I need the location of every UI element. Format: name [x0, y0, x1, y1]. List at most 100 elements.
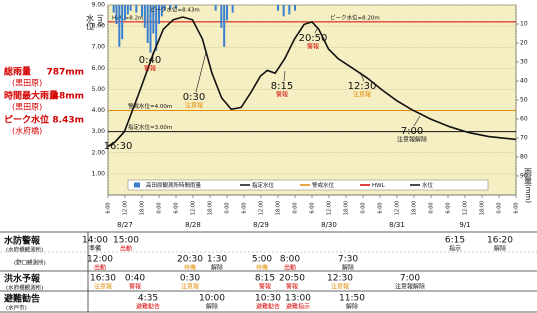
y2-tick-label: 40 — [520, 78, 528, 85]
entry-time: 7:30 — [338, 255, 358, 265]
y-axis-title: 水位 — [86, 13, 95, 30]
entry-status: 警報 — [129, 283, 141, 291]
entry-time: 6:15 — [445, 236, 465, 246]
entry-status: 解除 — [494, 245, 506, 253]
y-tick-label: 8.00 — [92, 23, 106, 30]
entry-status: 指示 — [449, 245, 461, 253]
summary-label: 総雨量 — [4, 66, 31, 78]
rain-bar — [158, 5, 160, 24]
rain-bar — [220, 5, 223, 28]
y-tick-label: 7.00 — [92, 44, 106, 51]
x-tick-label: 6:00 — [378, 202, 384, 213]
x-tick-label: 0:00 — [157, 202, 163, 213]
x-tick-label: 6:00 — [106, 202, 112, 213]
rain-bar — [169, 5, 172, 9]
entry-status: 注意報 — [331, 283, 349, 291]
rain-bar — [277, 5, 279, 11]
y-tick-label: 1.00 — [92, 170, 106, 177]
x-tick-label: 12:00 — [463, 201, 469, 215]
entry-time: 0:40 — [125, 274, 145, 284]
entry-status: 解除 — [206, 303, 218, 311]
plot-area — [107, 4, 517, 196]
summary-value: 48mm — [53, 92, 84, 102]
date-label: 9/1 — [459, 221, 470, 229]
date-label: 8/30 — [321, 221, 337, 229]
summary-place: (水府橋) — [12, 126, 42, 136]
rain-bar — [121, 5, 124, 40]
entry-time: 12:00 — [87, 255, 113, 265]
entry-status: 解除 — [211, 264, 223, 272]
rain-bar — [231, 5, 234, 13]
entry-time: 5:00 — [252, 255, 272, 265]
x-tick-label: 12:00 — [327, 201, 333, 215]
x-tick-label: 18:00 — [480, 201, 486, 215]
legend-label: 指定水位 — [252, 181, 275, 189]
entry-status: 準備 — [89, 245, 101, 253]
annotation-arrow — [151, 41, 159, 56]
rain-bar — [155, 5, 158, 51]
annotation-time: 12:30 — [348, 81, 377, 92]
annotation-arrow — [413, 115, 421, 127]
annotation-status: 警報 — [276, 91, 288, 99]
legend-label: 警戒水位 — [312, 181, 335, 189]
x-tick-label: 0:00 — [429, 202, 435, 213]
row-label: 避難勧告 — [4, 293, 40, 305]
rain-bar — [129, 5, 132, 11]
annotation-time: 20:50 — [299, 33, 328, 44]
entry-status: 注意報解除 — [395, 283, 425, 291]
entry-status: 避難勧告 — [136, 303, 160, 311]
x-tick-label: 6:00 — [174, 202, 180, 213]
row-sublabel: (水府橋観測所) — [6, 284, 43, 292]
rain-bar — [282, 5, 285, 17]
annotation-status: 注意報 — [185, 102, 203, 110]
entry-time: 10:30 — [255, 294, 281, 304]
y-tick-label: 9.00 — [92, 2, 106, 9]
rain-bar — [226, 5, 228, 21]
legend-label: HWL — [372, 183, 386, 189]
peak-label: ピーク水位=8.43m — [150, 6, 200, 14]
rain-bar — [115, 5, 118, 24]
summary-place: (黒田原) — [12, 79, 42, 88]
y2-tick-label: 60 — [520, 116, 528, 123]
water-level-line — [107, 16, 517, 148]
row-sublabel: (水戸市) — [6, 304, 27, 312]
reference-label: HWL=8.2m — [112, 15, 143, 21]
y2-axis-unit: (mm) — [524, 184, 532, 203]
x-tick-label: 0:00 — [497, 202, 503, 213]
entry-time: 20:50 — [279, 274, 305, 284]
entry-status: 警報 — [286, 283, 298, 291]
x-tick-label: 18:00 — [140, 201, 146, 215]
legend-label: 高田原観測所時間雨量 — [146, 181, 202, 189]
row-sublabel: (水府橋観測所) — [6, 246, 43, 254]
row-label: 洪水予報 — [4, 273, 41, 285]
y-tick-label: 6.00 — [92, 65, 106, 72]
legend-swatch — [134, 182, 140, 188]
rain-bar — [141, 5, 143, 17]
annotation-status: 警報 — [307, 43, 319, 51]
rain-bar — [118, 5, 121, 47]
y2-tick-label: 70 — [520, 135, 528, 142]
entry-status: 待機 — [256, 264, 268, 272]
entry-time: 16:20 — [487, 236, 513, 246]
annotation-status: 注意報解除 — [397, 136, 427, 144]
y-tick-label: 4.00 — [92, 107, 106, 114]
summary-value: 787mm — [46, 68, 84, 78]
entry-time: 7:00 — [400, 274, 420, 284]
entry-status: 注意報 — [94, 283, 112, 291]
y2-tick-label: 20 — [520, 40, 528, 47]
x-tick-label: 12:00 — [191, 201, 197, 215]
entry-time: 4:35 — [138, 294, 158, 304]
entry-status: 注意報 — [181, 283, 199, 291]
entry-time: 14:00 — [82, 236, 108, 246]
annotation-arrow — [283, 70, 286, 82]
x-tick-label: 12:00 — [259, 201, 265, 215]
reference-label: 指定水位=3.00m — [128, 123, 172, 131]
x-tick-label: 0:00 — [361, 202, 367, 213]
entry-time: 12:30 — [327, 274, 353, 284]
summary-value: 8.43m — [52, 116, 84, 126]
y2-axis-title: 雨量 — [524, 168, 533, 184]
rain-bar — [143, 5, 146, 28]
x-tick-label: 0:00 — [225, 202, 231, 213]
date-label: 8/27 — [117, 221, 133, 229]
entry-status: 避難指示 — [286, 303, 310, 311]
